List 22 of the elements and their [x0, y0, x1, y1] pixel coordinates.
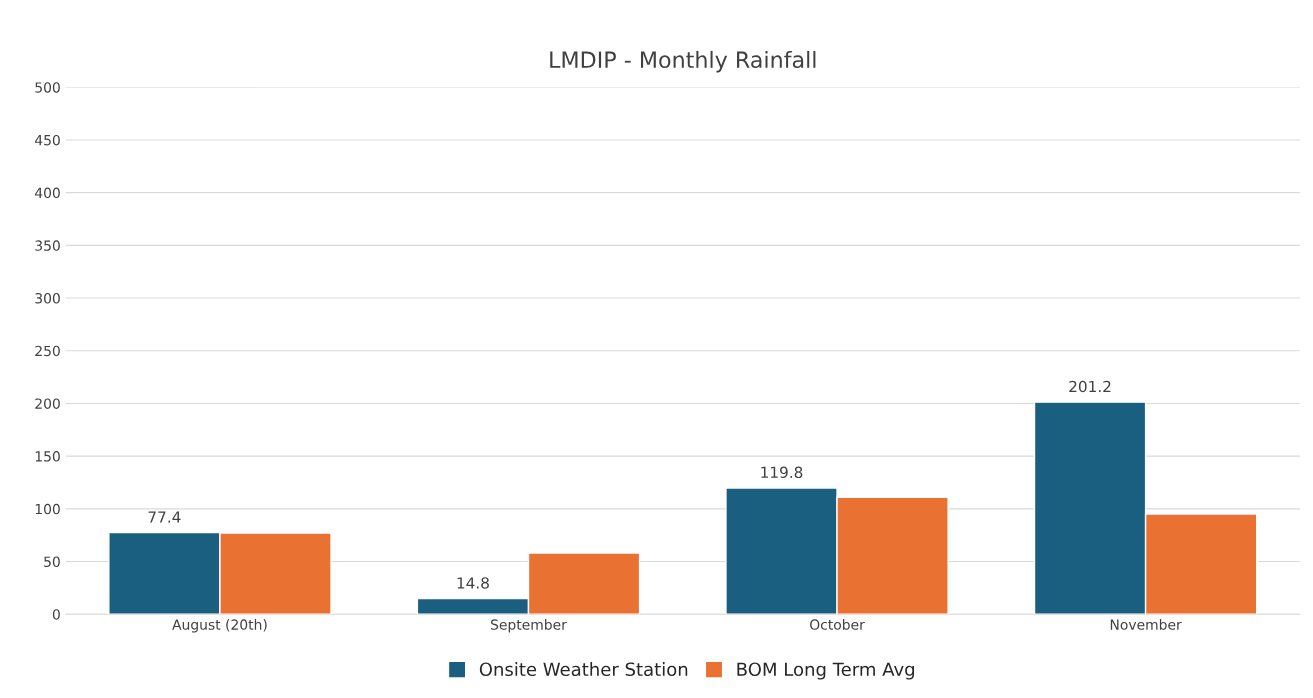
chart-title: LMDIP - Monthly Rainfall: [550, 50, 816, 73]
y-tick-label: 250: [35, 345, 60, 357]
data-label: 119.8: [761, 466, 803, 479]
data-label: 14.8: [457, 577, 489, 589]
data-label: 201.2: [1069, 380, 1111, 393]
y-tick-label: 400: [34, 187, 60, 199]
y-tick-label: 50: [44, 556, 60, 568]
x-tick-label: September: [491, 619, 567, 633]
y-tick-label: 0: [52, 609, 60, 620]
y-tick-label: 200: [35, 398, 60, 409]
legend-label: Onsite Weather Station: [479, 662, 688, 677]
data-label: 77.4: [148, 511, 181, 523]
legend-label: BOM Long Term Avg: [737, 662, 914, 680]
x-tick-label: October: [810, 619, 865, 630]
y-tick-label: 450: [34, 134, 60, 146]
x-tick-label: November: [1110, 619, 1182, 630]
x-tick-label: August (20th): [172, 619, 267, 633]
y-tick-label: 150: [35, 451, 60, 462]
y-tick-label: 300: [35, 293, 60, 304]
y-tick-label: 100: [35, 503, 60, 515]
y-tick-label: 350: [35, 240, 60, 251]
y-tick-label: 500: [35, 82, 60, 93]
